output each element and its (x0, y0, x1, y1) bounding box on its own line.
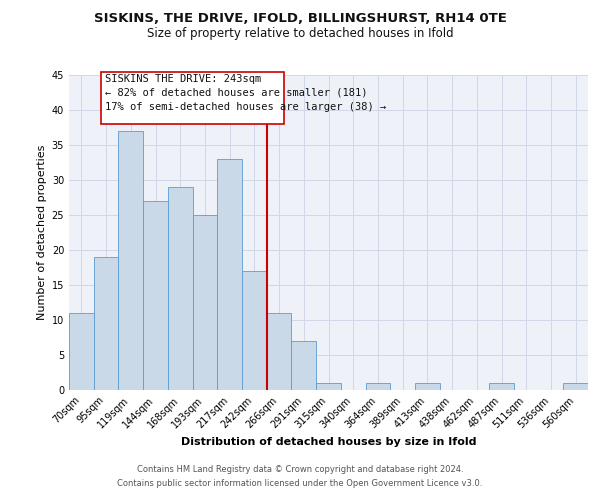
Bar (143, 201, 168, 390)
Text: Contains HM Land Registry data © Crown copyright and database right 2024.
Contai: Contains HM Land Registry data © Crown c… (118, 466, 482, 487)
Y-axis label: Number of detached properties: Number of detached properties (37, 145, 47, 320)
Bar (267, 313, 292, 390)
FancyBboxPatch shape (101, 72, 284, 124)
Text: SISKINS, THE DRIVE, IFOLD, BILLINGSHURST, RH14 0TE: SISKINS, THE DRIVE, IFOLD, BILLINGSHURST… (94, 12, 506, 26)
Bar (242, 271, 267, 390)
X-axis label: Distribution of detached houses by size in Ifold: Distribution of detached houses by size … (181, 436, 476, 446)
Text: Size of property relative to detached houses in Ifold: Size of property relative to detached ho… (146, 28, 454, 40)
Bar (365, 383, 390, 390)
Bar (489, 383, 514, 390)
Bar (168, 187, 193, 390)
Bar (316, 383, 341, 390)
Bar (415, 383, 440, 390)
Bar (563, 383, 588, 390)
Bar (292, 341, 316, 390)
Bar (217, 159, 242, 390)
Bar (69, 313, 94, 390)
Bar (94, 257, 118, 390)
Text: SISKINS THE DRIVE: 243sqm
← 82% of detached houses are smaller (181)
17% of semi: SISKINS THE DRIVE: 243sqm ← 82% of detac… (105, 74, 386, 112)
Bar (193, 215, 217, 390)
Bar (118, 131, 143, 390)
